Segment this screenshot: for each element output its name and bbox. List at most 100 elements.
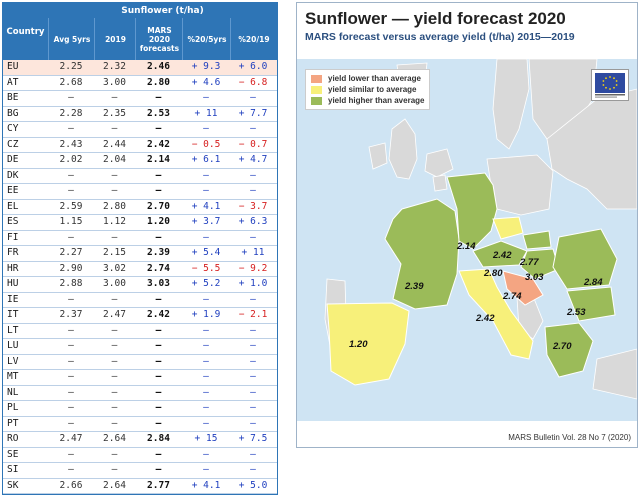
label-RO: 2.84	[583, 277, 603, 288]
table-row: MT — — — — —	[3, 370, 277, 386]
table-row: AT 2.68 3.00 2.80 + 4.6 − 6.8	[3, 76, 277, 91]
pct19-cell: —	[250, 448, 256, 460]
country-cell: EL	[7, 200, 19, 212]
pct5-cell: —	[203, 386, 209, 398]
region-EL	[544, 322, 594, 378]
y2019-cell: 2.64	[103, 433, 126, 444]
pct19-cell: —	[250, 417, 256, 429]
region-SK	[522, 230, 552, 250]
avg5-cell: 2.37	[59, 309, 83, 320]
table-row: DK — — — — —	[3, 169, 277, 184]
region-DE	[446, 172, 498, 250]
y2019-cell: —	[111, 448, 118, 460]
country-cell: IT	[7, 309, 19, 320]
map-panel: Sunflower — yield forecast 2020 MARS for…	[296, 2, 638, 448]
avg5-cell: —	[68, 417, 74, 429]
y2019-cell: —	[111, 92, 118, 103]
country-cell: CY	[7, 123, 19, 134]
y2019-cell: 2.35	[103, 107, 126, 119]
table-row: LT — — — — —	[3, 324, 277, 339]
mars-cell: 2.39	[147, 247, 170, 258]
table-row: EE — — — — —	[3, 184, 277, 200]
pct19-cell: + 6.3	[238, 216, 268, 227]
y2019-cell: 2.04	[103, 154, 126, 165]
table-row: SK 2.66 2.64 2.77 + 4.1 + 5.0	[3, 479, 277, 494]
forecast-regions	[326, 172, 618, 386]
col-avg5-header: Avg 5yrs	[48, 18, 95, 60]
label-AT: 2.80	[483, 268, 503, 279]
country-cell: DE	[7, 154, 19, 165]
country-cell: HU	[7, 278, 19, 289]
avg5-cell: —	[68, 324, 74, 336]
label-ES: 1.20	[349, 339, 368, 350]
y2019-cell: 3.00	[103, 278, 126, 289]
avg5-cell: —	[68, 464, 74, 475]
country-cell: PT	[7, 417, 19, 429]
pct5-cell: —	[203, 355, 209, 367]
legend-label: yield higher than average	[328, 96, 425, 105]
avg5-cell: —	[68, 355, 74, 367]
y2019-cell: —	[111, 169, 118, 181]
table-row: SE — — — — —	[3, 448, 277, 463]
mars-cell: —	[155, 417, 162, 429]
country-cell: SI	[7, 464, 19, 475]
y2019-cell: 3.00	[103, 76, 126, 88]
country-cell: LU	[7, 340, 19, 351]
pct19-cell: —	[250, 92, 256, 103]
country-cell: EE	[7, 185, 19, 196]
pct5-cell: + 4.1	[191, 479, 221, 491]
pct19-cell: + 11	[241, 247, 265, 258]
pct5-cell: —	[203, 464, 209, 475]
pct19-cell: —	[250, 324, 256, 336]
legend-swatch	[311, 96, 322, 105]
mars-cell: —	[155, 386, 162, 398]
pct5-cell: —	[203, 92, 209, 103]
label-HR: 2.74	[502, 291, 522, 302]
pct5-cell: + 9.3	[191, 61, 221, 72]
label-DE: 2.14	[456, 241, 476, 252]
mars-cell: —	[155, 355, 162, 367]
avg5-cell: 2.90	[59, 262, 83, 274]
map-legend: yield lower than average yield similar to…	[305, 69, 431, 110]
country-cell: MT	[7, 371, 19, 382]
y2019-cell: 2.47	[103, 309, 126, 320]
avg5-cell: —	[68, 231, 74, 243]
pct19-cell: − 2.1	[238, 309, 268, 320]
map-title: Sunflower — yield forecast 2020	[305, 9, 566, 28]
table-row: HR 2.90 3.02 2.74 − 5.5 − 9.2	[3, 262, 277, 277]
pct5-cell: + 4.1	[191, 200, 221, 212]
table-row: LV — — — — —	[3, 355, 277, 370]
avg5-cell: 2.68	[59, 76, 83, 88]
mars-cell: —	[155, 324, 162, 336]
y2019-cell: —	[111, 185, 118, 196]
y2019-cell: 2.15	[103, 247, 126, 258]
pct5-cell: —	[203, 402, 209, 413]
pct5-cell: —	[203, 231, 209, 243]
mars-cell: 2.70	[147, 200, 170, 212]
mars-cell: 2.84	[147, 433, 170, 444]
pct19-cell: —	[250, 340, 256, 351]
region-IT	[458, 268, 534, 360]
pct5-cell: + 4.6	[191, 76, 221, 88]
table-row: EL 2.59 2.80 2.70 + 4.1 − 3.7	[3, 200, 277, 215]
table-row: IT 2.37 2.47 2.42 + 1.9 − 2.1	[3, 308, 277, 324]
pct5-cell: —	[203, 324, 209, 336]
table-row: BG 2.28 2.35 2.53 + 11 + 7.7	[3, 107, 277, 122]
pct5-cell: − 0.5	[191, 138, 221, 150]
country-cell: DK	[7, 169, 19, 181]
country-cell: LV	[7, 355, 19, 367]
country-cell: LT	[7, 324, 19, 336]
map-subtitle: MARS forecast versus average yield (t/ha…	[305, 31, 575, 43]
y2019-cell: —	[111, 355, 118, 367]
col-pct19-header: %20/19	[230, 18, 277, 60]
legend-item: yield lower than average	[311, 73, 424, 84]
mars-cell: —	[155, 464, 162, 475]
y2019-cell: —	[111, 123, 118, 134]
pct5-cell: —	[203, 417, 209, 429]
pct19-cell: —	[250, 371, 256, 382]
country-cell: PL	[7, 402, 19, 413]
table-row: BE — — — — —	[3, 91, 277, 107]
avg5-cell: 2.43	[59, 138, 83, 150]
table-row: FR 2.27 2.15 2.39 + 5.4 + 11	[3, 246, 277, 262]
avg5-cell: 2.66	[59, 479, 83, 491]
